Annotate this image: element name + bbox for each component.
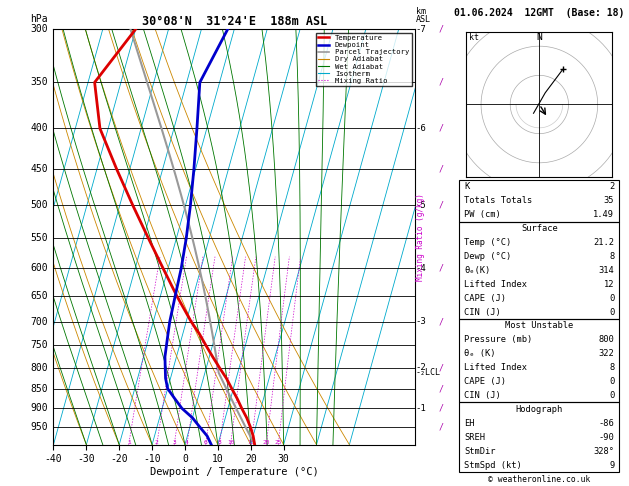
Bar — [459, 180, 620, 222]
Text: 950: 950 — [30, 422, 48, 432]
Text: 900: 900 — [30, 403, 48, 413]
Text: 21.2: 21.2 — [593, 238, 615, 247]
Text: 800: 800 — [30, 363, 48, 373]
Text: 0: 0 — [609, 308, 615, 316]
Text: 8: 8 — [609, 363, 615, 372]
Text: 9: 9 — [609, 461, 615, 469]
Bar — [459, 402, 620, 472]
Text: 1: 1 — [127, 440, 131, 445]
Text: kt: kt — [469, 33, 479, 42]
Text: 600: 600 — [30, 263, 48, 274]
Text: StmSpd (kt): StmSpd (kt) — [464, 461, 522, 469]
Text: /: / — [438, 363, 443, 372]
Text: 2: 2 — [609, 182, 615, 191]
Text: 8: 8 — [609, 252, 615, 261]
Text: 550: 550 — [30, 233, 48, 243]
Text: 10: 10 — [227, 440, 234, 445]
Text: /: / — [438, 201, 443, 210]
Bar — [459, 319, 620, 402]
Text: /: / — [438, 422, 443, 432]
Text: /: / — [438, 264, 443, 273]
Text: Surface: Surface — [521, 224, 558, 233]
Text: 322: 322 — [599, 349, 615, 358]
Text: hPa: hPa — [30, 14, 48, 24]
Text: 15: 15 — [247, 440, 255, 445]
Text: -3: -3 — [416, 317, 426, 326]
Text: 25: 25 — [274, 440, 282, 445]
Text: -86: -86 — [599, 419, 615, 428]
Text: /: / — [438, 124, 443, 133]
Text: Totals Totals: Totals Totals — [464, 196, 533, 205]
Text: /: / — [438, 25, 443, 34]
X-axis label: Dewpoint / Temperature (°C): Dewpoint / Temperature (°C) — [150, 467, 319, 477]
Text: θₑ (K): θₑ (K) — [464, 349, 496, 358]
Text: © weatheronline.co.uk: © weatheronline.co.uk — [488, 474, 591, 484]
Text: -4: -4 — [416, 264, 426, 273]
Text: Pressure (mb): Pressure (mb) — [464, 335, 533, 345]
Text: 35: 35 — [604, 196, 615, 205]
Text: -2: -2 — [416, 363, 426, 372]
Text: 01.06.2024  12GMT  (Base: 18): 01.06.2024 12GMT (Base: 18) — [454, 8, 625, 18]
Text: 350: 350 — [30, 77, 48, 87]
Text: /: / — [438, 317, 443, 326]
Text: 3: 3 — [172, 440, 176, 445]
Text: 850: 850 — [30, 383, 48, 394]
Text: /: / — [438, 78, 443, 87]
Text: 6: 6 — [204, 440, 208, 445]
Text: EH: EH — [464, 419, 475, 428]
Text: 8: 8 — [218, 440, 221, 445]
Bar — [459, 222, 620, 319]
Text: -₂LCL: -₂LCL — [416, 368, 441, 377]
Text: 450: 450 — [30, 164, 48, 174]
Text: -90: -90 — [599, 433, 615, 442]
Text: 0: 0 — [609, 377, 615, 386]
Text: CIN (J): CIN (J) — [464, 391, 501, 400]
Text: 2: 2 — [155, 440, 159, 445]
Text: /: / — [438, 384, 443, 393]
Text: Mixing Ratio (g/kg): Mixing Ratio (g/kg) — [416, 193, 425, 281]
Text: Lifted Index: Lifted Index — [464, 280, 527, 289]
Text: StmDir: StmDir — [464, 447, 496, 456]
Text: Lifted Index: Lifted Index — [464, 363, 527, 372]
Text: 800: 800 — [599, 335, 615, 345]
Text: 0: 0 — [609, 391, 615, 400]
Text: 12: 12 — [604, 280, 615, 289]
Text: Most Unstable: Most Unstable — [505, 321, 574, 330]
Text: CAPE (J): CAPE (J) — [464, 377, 506, 386]
Text: 650: 650 — [30, 291, 48, 301]
Text: /: / — [438, 165, 443, 174]
Text: 4: 4 — [185, 440, 189, 445]
Text: 328°: 328° — [593, 447, 615, 456]
Text: SREH: SREH — [464, 433, 486, 442]
Text: 400: 400 — [30, 123, 48, 134]
Text: 700: 700 — [30, 316, 48, 327]
Text: 1.49: 1.49 — [593, 210, 615, 219]
Text: Dewp (°C): Dewp (°C) — [464, 252, 511, 261]
Text: Hodograph: Hodograph — [516, 405, 563, 414]
Text: θₑ(K): θₑ(K) — [464, 266, 491, 275]
Text: -7: -7 — [416, 25, 426, 34]
Text: Temp (°C): Temp (°C) — [464, 238, 511, 247]
Text: K: K — [464, 182, 470, 191]
Text: CIN (J): CIN (J) — [464, 308, 501, 316]
Legend: Temperature, Dewpoint, Parcel Trajectory, Dry Adiabat, Wet Adiabat, Isotherm, Mi: Temperature, Dewpoint, Parcel Trajectory… — [316, 33, 411, 86]
Text: km
ASL: km ASL — [416, 7, 431, 24]
Text: 20: 20 — [262, 440, 270, 445]
Text: 0: 0 — [609, 294, 615, 303]
Text: 750: 750 — [30, 340, 48, 350]
Text: -5: -5 — [416, 201, 426, 210]
Text: 300: 300 — [30, 24, 48, 34]
Text: 500: 500 — [30, 200, 48, 210]
Text: -1: -1 — [416, 404, 426, 413]
Text: /: / — [438, 404, 443, 413]
Text: N: N — [537, 33, 542, 42]
Text: PW (cm): PW (cm) — [464, 210, 501, 219]
Title: 30°08'N  31°24'E  188m ASL: 30°08'N 31°24'E 188m ASL — [142, 15, 327, 28]
Text: -6: -6 — [416, 124, 426, 133]
Text: 314: 314 — [599, 266, 615, 275]
Text: CAPE (J): CAPE (J) — [464, 294, 506, 303]
